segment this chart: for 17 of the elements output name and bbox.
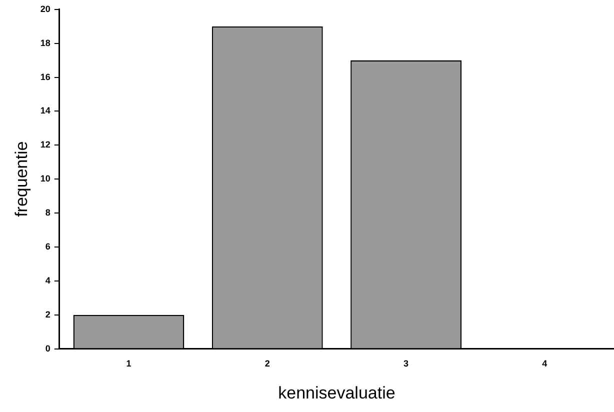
x-tick-label: 4 — [542, 358, 548, 369]
x-axis-title: kennisevaluatie — [278, 383, 396, 402]
y-axis-title: frequentie — [12, 141, 31, 217]
x-tick-label: 1 — [126, 358, 132, 369]
y-tick-label: 16 — [40, 72, 50, 82]
y-tick-label: 2 — [45, 309, 50, 320]
y-tick-label: 18 — [40, 38, 50, 48]
y-tick-label: 4 — [45, 275, 50, 286]
y-tick-label: 12 — [40, 140, 50, 150]
y-tick-label: 8 — [45, 208, 50, 218]
y-tick-label: 20 — [40, 4, 50, 14]
y-tick-label: 10 — [40, 174, 50, 184]
y-tick-label: 0 — [45, 343, 50, 354]
x-tick-label: 3 — [404, 358, 409, 369]
y-tick-label: 6 — [45, 241, 50, 252]
x-tick-label: 2 — [264, 358, 270, 369]
y-tick-label: 14 — [40, 106, 50, 116]
